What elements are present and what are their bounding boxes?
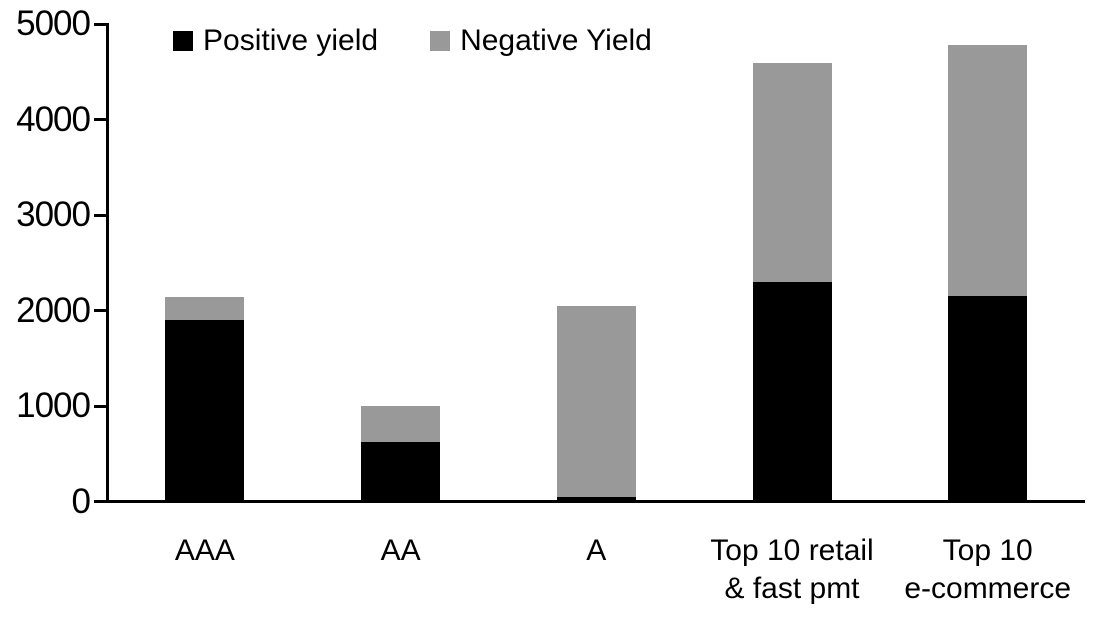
negative-yield-swatch-icon: [430, 31, 451, 51]
x-axis-category-label: Top 10 retail & fast pmt: [710, 534, 874, 605]
y-axis-tick-label: 5000: [16, 4, 91, 44]
y-axis-tick-label: 2000: [16, 290, 91, 330]
y-axis-line: [106, 23, 109, 503]
chart-legend: Positive yield Negative Yield: [173, 26, 652, 56]
x-axis-line: [99, 500, 1085, 503]
bar-segment-negative: [948, 45, 1028, 297]
bar-segment-negative: [556, 306, 636, 498]
y-axis-tick: [94, 213, 107, 217]
bar-segment-positive: [556, 497, 636, 502]
positive-yield-swatch-icon: [173, 31, 193, 51]
bar-segment-positive: [361, 442, 441, 502]
y-axis-tick-label: 0: [71, 481, 91, 521]
legend-label-negative-yield: Negative Yield: [460, 24, 652, 57]
y-axis-tick: [94, 404, 107, 408]
y-axis-tick: [94, 309, 107, 313]
bar-segment-negative: [165, 297, 245, 321]
bar-segment-positive: [165, 320, 245, 502]
legend-label-positive-yield: Positive yield: [203, 24, 379, 57]
x-axis-category-label: AAA: [174, 534, 235, 567]
y-axis-tick: [94, 118, 107, 122]
y-axis-tick-label: 1000: [16, 386, 91, 426]
bar-segment-positive: [948, 296, 1028, 502]
bar-segment-negative: [361, 405, 441, 443]
y-axis-tick-label: 3000: [16, 195, 91, 235]
x-axis-category-label: AA: [380, 534, 421, 567]
legend-item-negative-yield: Negative Yield: [430, 26, 652, 56]
y-axis-tick: [94, 22, 107, 26]
x-axis-category-label: Top 10 e-commerce: [904, 534, 1072, 605]
legend-item-positive-yield: Positive yield: [173, 26, 378, 56]
bar-segment-positive: [752, 281, 832, 502]
bar-segment-negative: [752, 63, 832, 282]
y-axis-tick-label: 4000: [16, 99, 91, 139]
x-axis-category-label: A: [586, 534, 607, 567]
